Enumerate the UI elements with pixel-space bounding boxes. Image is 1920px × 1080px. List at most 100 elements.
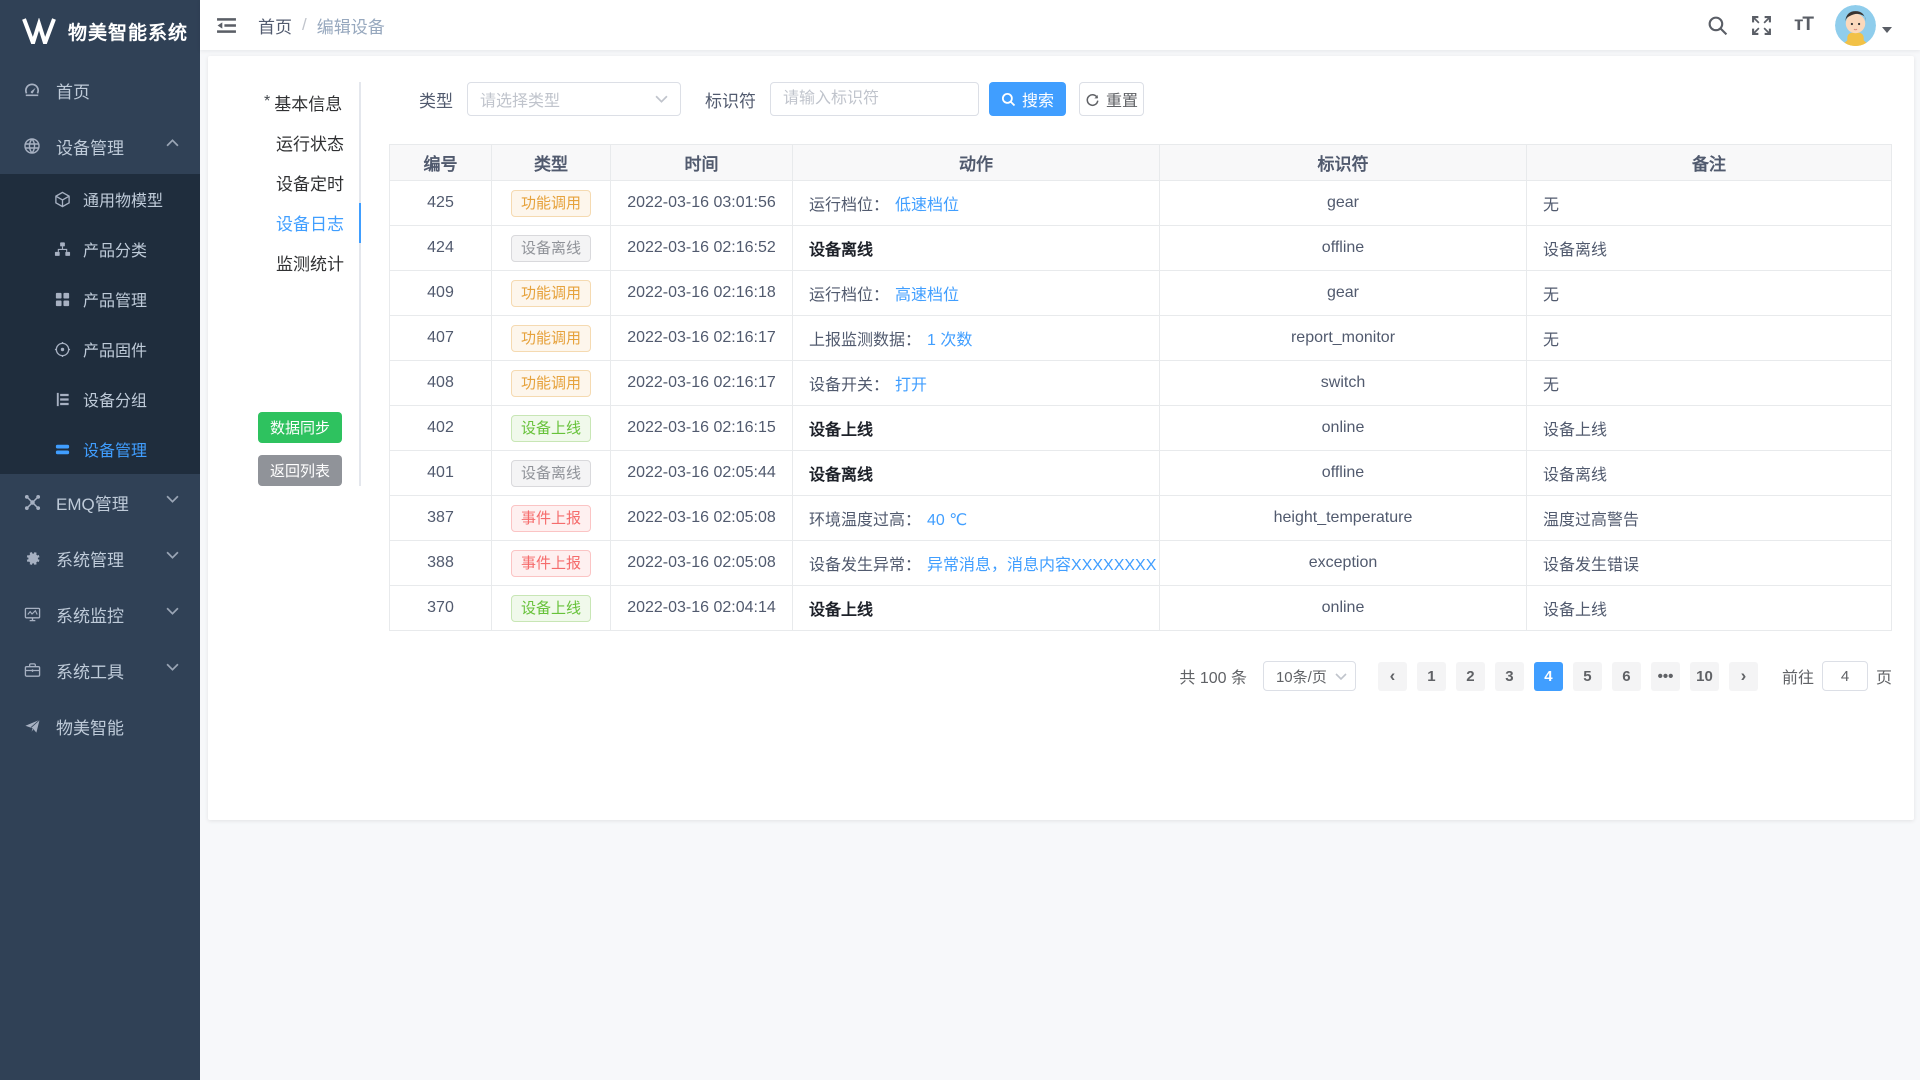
active-tab-indicator: [359, 203, 361, 243]
search-button[interactable]: 搜索: [989, 82, 1066, 116]
tab-3[interactable]: 设备日志: [258, 202, 359, 242]
search-icon[interactable]: [1706, 14, 1728, 36]
sidebar-item-label: 首页: [56, 82, 90, 102]
tab-2[interactable]: 设备定时: [258, 162, 359, 202]
chevron-down-icon: [166, 663, 180, 677]
avatar[interactable]: [1835, 4, 1876, 46]
font-size-icon[interactable]: ᴛT: [1794, 14, 1814, 35]
sidebar-item-6[interactable]: 物美智能: [0, 698, 200, 754]
submenu-item-3[interactable]: 产品固件: [0, 324, 200, 374]
sidebar-item-5[interactable]: 系统工具: [0, 642, 200, 698]
goto-page-input[interactable]: [1821, 661, 1868, 691]
type-tag: 设备离线: [510, 234, 591, 262]
breadcrumb-separator: /: [302, 15, 307, 34]
action-link[interactable]: 低速档位: [895, 197, 960, 214]
action-link[interactable]: 1 次数: [927, 332, 973, 349]
cell-action: 设备上线: [792, 405, 1160, 451]
cell-action: 运行档位： 低速档位: [792, 180, 1160, 226]
column-header: 编号: [389, 144, 492, 181]
prev-page-button[interactable]: ‹: [1377, 661, 1407, 691]
cell-action: 设备发生异常： 异常消息，消息内容XXXXXXXX: [792, 540, 1160, 586]
sidebar-item-2[interactable]: EMQ管理: [0, 474, 200, 530]
page-button-3[interactable]: 3: [1494, 661, 1524, 691]
identifier-input[interactable]: [770, 82, 979, 116]
table-row: 401 设备离线 2022-03-16 02:05:44 设备离线 offline 设备离…: [389, 450, 1892, 496]
breadcrumb-home[interactable]: 首页: [258, 17, 292, 37]
fullscreen-icon[interactable]: [1750, 14, 1772, 36]
cell-time: 2022-03-16 02:16:52: [610, 225, 793, 271]
column-header: 标识符: [1159, 144, 1527, 181]
data-sync-button[interactable]: 数据同步: [258, 412, 342, 443]
sidebar-item-1[interactable]: 设备管理: [0, 118, 200, 174]
action-text: 设备离线: [809, 467, 874, 484]
tab-0[interactable]: * 基本信息: [258, 82, 359, 122]
logo-row[interactable]: 物美智能系统: [0, 0, 200, 62]
submenu-item-4[interactable]: 设备分组: [0, 374, 200, 424]
workspace: * 基本信息 运行状态 设备定时 设备日志 监测统计 数据同步 返回列表 类型 请选择类型: [200, 50, 1920, 1080]
table-row: 387 事件上报 2022-03-16 02:05:08 环境温度过高： 40 ℃ hei…: [389, 495, 1892, 541]
page-size-select[interactable]: 10条/页: [1262, 661, 1356, 691]
action-text: 设备上线: [809, 602, 874, 619]
type-tag: 事件上报: [510, 549, 591, 577]
type-tag: 功能调用: [510, 189, 591, 217]
submenu-item-label: 产品分类: [83, 243, 148, 260]
group-icon: [54, 391, 71, 408]
log-table-body: 425 功能调用 2022-03-16 03:01:56 运行档位： 低速档位 gear 无…: [389, 180, 1892, 631]
tab-1[interactable]: 运行状态: [258, 122, 359, 162]
cell-identifier: exception: [1159, 540, 1527, 586]
cell-time: 2022-03-16 02:16:17: [610, 360, 793, 406]
action-text: 环境温度过高：: [809, 512, 922, 529]
page-button-4[interactable]: 4: [1533, 661, 1563, 691]
cell-action: 设备离线: [792, 450, 1160, 496]
device-edit-card: * 基本信息 运行状态 设备定时 设备日志 监测统计 数据同步 返回列表 类型 请选择类型: [208, 56, 1914, 820]
tab-label: 监测统计: [276, 254, 344, 274]
sidebar-fold-icon[interactable]: [200, 0, 252, 50]
dashboard-icon: [22, 80, 42, 100]
cell-remark: 设备上线: [1526, 405, 1892, 451]
type-select[interactable]: 请选择类型: [467, 82, 681, 116]
sidebar-item-label: 物美智能: [56, 718, 124, 738]
submenu-item-0[interactable]: 通用物模型: [0, 174, 200, 224]
submenu-item-1[interactable]: 产品分类: [0, 224, 200, 274]
sidebar-item-label: 系统工具: [56, 662, 124, 682]
action-link[interactable]: 异常消息，消息内容XXXXXXXX: [927, 557, 1157, 574]
user-menu[interactable]: [1835, 4, 1892, 46]
cell-id: 401: [389, 450, 492, 496]
page-button-2[interactable]: 2: [1455, 661, 1485, 691]
goto-label: 前往: [1781, 670, 1814, 687]
action-link[interactable]: 打开: [895, 377, 928, 394]
sidebar-item-label: EMQ管理: [56, 494, 129, 514]
cell-remark: 无: [1526, 270, 1892, 316]
submenu-item-label: 设备分组: [83, 393, 148, 410]
refresh-icon: [1086, 93, 1099, 106]
cell-remark: 设备离线: [1526, 450, 1892, 496]
sidebar-item-4[interactable]: 系统监控: [0, 586, 200, 642]
sidebar-item-3[interactable]: 系统管理: [0, 530, 200, 586]
back-to-list-button[interactable]: 返回列表: [258, 455, 342, 486]
next-page-button[interactable]: ›: [1728, 661, 1758, 691]
cell-type: 功能调用: [491, 315, 611, 361]
cell-id: 408: [389, 360, 492, 406]
submenu-item-label: 产品管理: [83, 293, 148, 310]
action-text: 上报监测数据：: [809, 332, 922, 349]
cell-time: 2022-03-16 02:05:44: [610, 450, 793, 496]
chevron-down-icon: [1335, 672, 1347, 680]
submenu-item-2[interactable]: 产品管理: [0, 274, 200, 324]
sidebar-item-0[interactable]: 首页: [0, 62, 200, 118]
page-button-6[interactable]: 6: [1611, 661, 1641, 691]
action-link[interactable]: 高速档位: [895, 287, 960, 304]
cell-time: 2022-03-16 02:05:08: [610, 540, 793, 586]
reset-button[interactable]: 重置: [1079, 82, 1144, 116]
required-star: *: [264, 93, 271, 110]
app-logo-icon: [22, 16, 56, 46]
page-button-5[interactable]: 5: [1572, 661, 1602, 691]
tab-4[interactable]: 监测统计: [258, 242, 359, 282]
goto-suffix: 页: [1875, 670, 1892, 687]
chevron-down-icon: [166, 551, 180, 565]
page-button-10[interactable]: 10: [1689, 661, 1719, 691]
page-button-1[interactable]: 1: [1416, 661, 1446, 691]
action-link[interactable]: 40 ℃: [927, 512, 968, 529]
page-ellipsis-button[interactable]: •••: [1650, 661, 1680, 691]
submenu-item-5[interactable]: 设备管理: [0, 424, 200, 474]
side-actions: 数据同步 返回列表: [258, 412, 342, 486]
